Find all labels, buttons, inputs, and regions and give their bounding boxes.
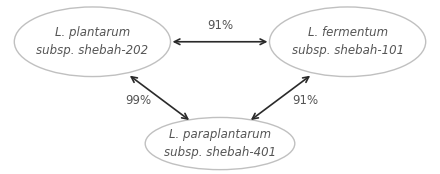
Text: subsp. shebah-401: subsp. shebah-401: [164, 146, 276, 159]
Text: 99%: 99%: [125, 94, 152, 106]
Text: 91%: 91%: [207, 19, 233, 32]
Text: subsp. shebah-101: subsp. shebah-101: [292, 44, 403, 57]
Text: subsp. shebah-202: subsp. shebah-202: [37, 44, 148, 57]
Ellipse shape: [145, 117, 295, 170]
Ellipse shape: [14, 7, 170, 77]
Text: L. paraplantarum: L. paraplantarum: [169, 128, 271, 141]
Text: L. fermentum: L. fermentum: [308, 26, 388, 39]
Text: L. plantarum: L. plantarum: [55, 26, 130, 39]
Text: 91%: 91%: [293, 94, 319, 106]
Ellipse shape: [269, 7, 426, 77]
